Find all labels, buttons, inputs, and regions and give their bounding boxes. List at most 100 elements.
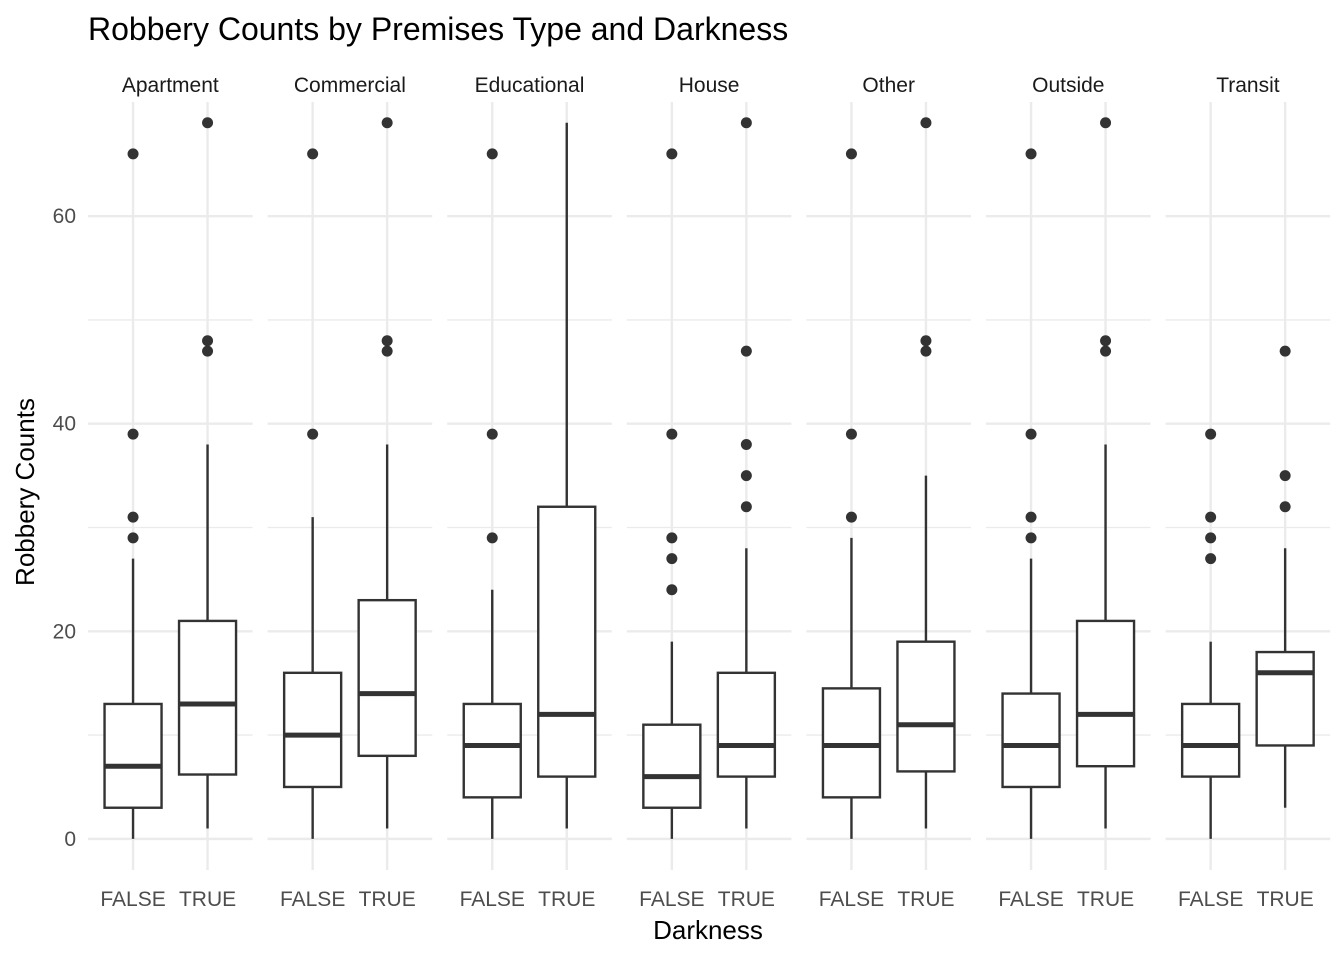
facet-label-educational: Educational — [475, 74, 585, 97]
outlier-point — [740, 501, 752, 513]
boxplot-transit-false — [1180, 428, 1241, 839]
box-iqr — [821, 687, 882, 799]
outlier-point — [1025, 148, 1037, 160]
outlier-point — [381, 345, 393, 357]
outlier-point — [1100, 345, 1112, 357]
outlier-point — [486, 428, 498, 440]
outlier-point — [307, 428, 319, 440]
boxplot-outside-false — [1001, 148, 1061, 839]
x-tick-label: TRUE — [1257, 888, 1314, 911]
outlier-point — [666, 428, 678, 440]
boxplot-house-false — [642, 148, 702, 839]
box-iqr — [537, 505, 597, 778]
boxplot-other-true — [896, 117, 956, 829]
x-tick-label: FALSE — [819, 888, 884, 911]
outlier-point — [845, 148, 857, 160]
box-iqr — [716, 671, 777, 778]
y-axis-title: Robbery Counts — [10, 398, 40, 586]
outlier-point — [740, 117, 752, 129]
x-tick-label: FALSE — [1178, 888, 1243, 911]
boxplot-outside-true — [1075, 117, 1136, 829]
outlier-point — [1100, 117, 1112, 129]
outlier-point — [202, 345, 214, 357]
outlier-point — [1205, 532, 1217, 544]
box-iqr — [1180, 702, 1241, 778]
box-iqr — [896, 640, 956, 773]
box-iqr — [282, 671, 343, 789]
boxplot-apartment-true — [177, 117, 238, 829]
boxplot-apartment-false — [103, 148, 163, 839]
boxplot-other-false — [821, 148, 882, 839]
outlier-point — [1025, 428, 1037, 440]
y-tick-label: 0 — [64, 828, 76, 851]
boxplot-commercial-false — [282, 148, 343, 839]
x-tick-label: FALSE — [460, 888, 525, 911]
facet-label-other: Other — [862, 74, 915, 97]
box-iqr — [177, 619, 238, 776]
facet-label-apartment: Apartment — [122, 74, 219, 97]
outlier-point — [381, 335, 393, 347]
x-tick-label: TRUE — [718, 888, 775, 911]
outlier-point — [486, 148, 498, 160]
grid-layer — [88, 102, 1331, 870]
y-tick-label: 40 — [53, 413, 76, 436]
outlier-point — [1205, 553, 1217, 565]
x-tick-label: TRUE — [897, 888, 954, 911]
outlier-point — [1279, 470, 1291, 482]
outlier-point — [381, 117, 393, 129]
x-tick-label: TRUE — [359, 888, 416, 911]
facet-label-commercial: Commercial — [294, 74, 406, 97]
marks-layer — [103, 117, 1315, 839]
x-tick-label: FALSE — [998, 888, 1063, 911]
outlier-point — [920, 335, 932, 347]
outlier-point — [845, 428, 857, 440]
outlier-point — [1100, 335, 1112, 347]
outlier-point — [486, 532, 498, 544]
outlier-point — [666, 532, 678, 544]
facet-label-house: House — [679, 74, 740, 97]
outlier-point — [845, 511, 857, 523]
outlier-point — [1025, 532, 1037, 544]
x-tick-label: TRUE — [1077, 888, 1134, 911]
outlier-point — [307, 148, 319, 160]
boxplot-house-true — [716, 117, 777, 829]
x-tick-label: TRUE — [538, 888, 595, 911]
box-iqr — [357, 598, 417, 758]
box-iqr — [462, 702, 522, 799]
boxplot-educational-false — [462, 148, 522, 839]
outlier-point — [666, 553, 678, 565]
box-iqr — [103, 702, 163, 809]
x-tick-label: TRUE — [179, 888, 236, 911]
boxplot-educational-true — [537, 122, 597, 829]
outlier-point — [127, 428, 139, 440]
box-iqr — [1001, 692, 1061, 789]
x-axis-title: Darkness — [653, 915, 763, 945]
box-iqr — [642, 723, 702, 809]
outlier-point — [740, 438, 752, 450]
boxplot-transit-true — [1255, 345, 1315, 808]
y-tick-label: 20 — [53, 620, 76, 643]
outlier-point — [1025, 511, 1037, 523]
box-iqr — [1075, 619, 1136, 768]
outlier-point — [127, 511, 139, 523]
outlier-point — [1279, 345, 1291, 357]
chart-title: Robbery Counts by Premises Type and Dark… — [88, 11, 788, 47]
labels-layer: 0 20 40 60 Apartment FALSE TRUE Commercial FALSE… — [53, 74, 1314, 911]
x-tick-label: FALSE — [639, 888, 704, 911]
facet-label-outside: Outside — [1032, 74, 1104, 97]
box-iqr — [1255, 650, 1315, 747]
outlier-point — [1279, 501, 1291, 513]
outlier-point — [202, 117, 214, 129]
outlier-point — [1205, 428, 1217, 440]
outlier-point — [666, 148, 678, 160]
facet-label-transit: Transit — [1216, 74, 1280, 97]
x-tick-label: FALSE — [100, 888, 165, 911]
x-tick-label: FALSE — [280, 888, 345, 911]
outlier-point — [202, 335, 214, 347]
outlier-point — [127, 532, 139, 544]
outlier-point — [920, 117, 932, 129]
outlier-point — [920, 345, 932, 357]
outlier-point — [1205, 511, 1217, 523]
